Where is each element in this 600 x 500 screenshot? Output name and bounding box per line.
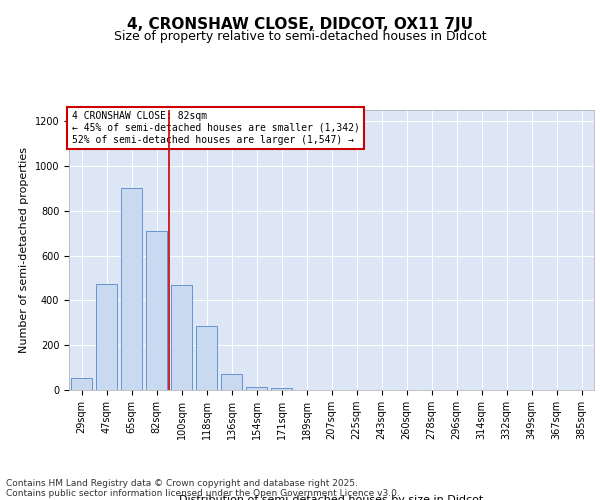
Y-axis label: Number of semi-detached properties: Number of semi-detached properties	[19, 147, 29, 353]
Text: 4 CRONSHAW CLOSE: 82sqm
← 45% of semi-detached houses are smaller (1,342)
52% of: 4 CRONSHAW CLOSE: 82sqm ← 45% of semi-de…	[71, 112, 359, 144]
Bar	[96, 284, 117, 390]
Text: Size of property relative to semi-detached houses in Didcot: Size of property relative to semi-detach…	[113, 30, 487, 43]
X-axis label: Distribution of semi-detached houses by size in Didcot: Distribution of semi-detached houses by …	[179, 495, 484, 500]
Bar	[221, 374, 242, 390]
Bar	[146, 231, 167, 390]
Bar	[71, 378, 92, 390]
Text: 4, CRONSHAW CLOSE, DIDCOT, OX11 7JU: 4, CRONSHAW CLOSE, DIDCOT, OX11 7JU	[127, 18, 473, 32]
Bar	[121, 188, 142, 390]
Text: Contains HM Land Registry data © Crown copyright and database right 2025.: Contains HM Land Registry data © Crown c…	[6, 478, 358, 488]
Bar	[171, 284, 192, 390]
Text: Contains public sector information licensed under the Open Government Licence v3: Contains public sector information licen…	[6, 488, 400, 498]
Bar	[196, 326, 217, 390]
Bar	[271, 388, 292, 390]
Bar	[246, 386, 267, 390]
